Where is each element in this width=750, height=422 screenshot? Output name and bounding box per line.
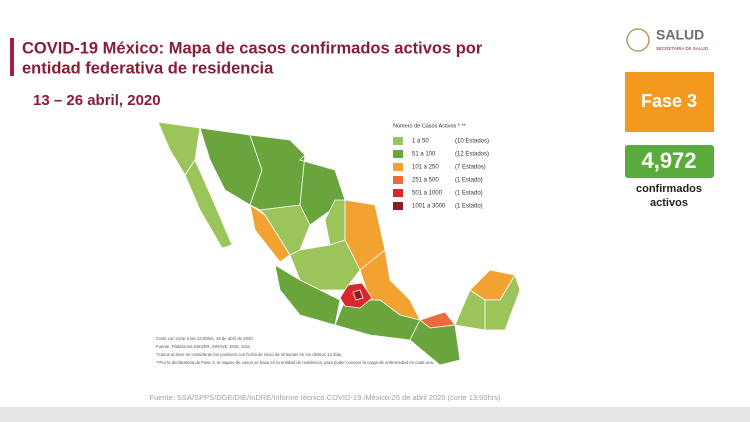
logo-name: SALUD [656, 27, 704, 43]
count-value: 4,972 [641, 148, 696, 173]
legend-states: (10 Estados) [455, 139, 489, 145]
legend-states: (1 Estado) [455, 178, 483, 184]
state [184, 159, 233, 249]
title-accent [10, 38, 14, 76]
state [274, 264, 341, 326]
date: 13 – 26 abril, 2020 [33, 92, 161, 109]
state [484, 274, 521, 331]
title: COVID-19 México: Mapa de casos confirmad… [22, 39, 483, 57]
footer-band [0, 407, 750, 422]
count-caption: activos [650, 197, 688, 209]
legend-swatch [393, 137, 403, 145]
legend-range: 1 a 50 [412, 139, 429, 145]
note: Corte con corte a las 13:00hrs, 26 de ab… [156, 336, 253, 341]
legend-range: 51 a 100 [412, 152, 436, 158]
map [157, 121, 521, 366]
legend-range: 251 a 500 [412, 178, 439, 184]
legend-states: (1 Estado) [455, 191, 483, 197]
legend-swatch [393, 189, 403, 197]
legend-range: 101 a 250 [412, 165, 439, 171]
logo-emblem [626, 28, 650, 52]
legend: 1 a 50 (10 Estados) 51 a 100 (12 Estados) 10… [393, 137, 489, 210]
note: *Casos activos se consideran los positiv… [156, 352, 342, 357]
title: entidad federativa de residencia [22, 59, 274, 77]
legend-title: Número de Casos Activos * ** [393, 123, 467, 129]
state [249, 204, 291, 263]
legend-range: 1001 a 3000 [412, 204, 446, 210]
legend-range: 501 a 1000 [412, 191, 443, 197]
legend-swatch [393, 150, 403, 158]
legend-swatch [393, 163, 403, 171]
legend-states: (7 Estados) [455, 165, 486, 171]
footer-source: Fuente: SSA/SPPS/DGE/DIE/InDRE/Informe t… [150, 393, 501, 402]
note: Fuente: Plataforma SISVER, SINAVE, DGE, … [156, 344, 251, 349]
count-caption: confirmados [636, 183, 702, 195]
phase-label: Fase 3 [641, 91, 697, 111]
logo-subtitle: SECRETARÍA DE SALUD [656, 45, 709, 51]
count-box [625, 145, 714, 178]
legend-swatch [393, 176, 403, 184]
notes: Corte con corte a las 13:00hrs, 26 de ab… [156, 336, 434, 365]
legend-swatch [393, 202, 403, 210]
legend-states: (12 Estados) [455, 152, 489, 158]
phase-box [625, 72, 714, 132]
note: **Por la declaratoria de Fase 3, el mape… [156, 360, 434, 365]
state [352, 289, 364, 301]
legend-states: (1 Estado) [455, 204, 483, 210]
